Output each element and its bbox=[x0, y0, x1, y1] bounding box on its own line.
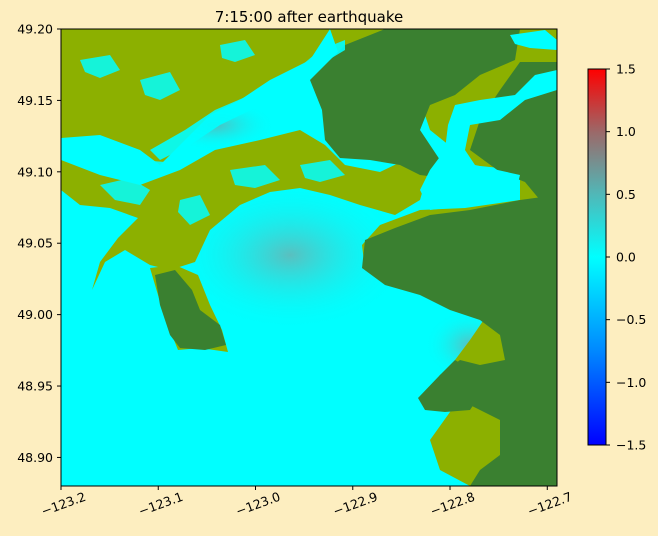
y-tick-label: 49.10 bbox=[17, 164, 53, 179]
colorbar-tick-label: 0.0 bbox=[616, 250, 636, 265]
y-tick-label: 49.00 bbox=[17, 307, 53, 322]
x-tick-label: −123.0 bbox=[234, 489, 283, 519]
colorbar-tick-label: 0.5 bbox=[616, 187, 636, 202]
x-axis: −123.2 −123.1 −123.0 −122.9 −122.8 −122.7 bbox=[39, 486, 574, 519]
y-tick-label: 49.20 bbox=[17, 22, 53, 37]
elevated-water-bay bbox=[170, 180, 410, 330]
colorbar-tick-label: −0.5 bbox=[616, 312, 646, 327]
colorbar-tick-label: −1.0 bbox=[616, 375, 646, 390]
water-fraser-river bbox=[150, 40, 345, 160]
y-axis: 49.20 49.15 49.10 49.05 49.00 48.95 48.90 bbox=[17, 22, 61, 465]
y-tick-label: 48.95 bbox=[17, 379, 53, 394]
land-highland-east bbox=[362, 195, 557, 486]
land-lowland-north bbox=[61, 29, 330, 165]
y-tick-label: 49.05 bbox=[17, 236, 53, 251]
land-highland-north bbox=[310, 29, 520, 180]
x-tick-label: −123.2 bbox=[39, 489, 88, 519]
land-highland-tsawwassen bbox=[155, 270, 226, 350]
colorbar-tick-label: 1.5 bbox=[616, 62, 636, 77]
chart-title: 7:15:00 after earthquake bbox=[215, 8, 403, 26]
water-inlet-east bbox=[420, 70, 557, 210]
water-river-arm bbox=[61, 140, 165, 172]
colorbar-tick-label: −1.5 bbox=[616, 438, 646, 453]
colorbar-tick-label: 1.0 bbox=[616, 124, 636, 139]
y-tick-label: 49.15 bbox=[17, 93, 53, 108]
x-tick-label: −122.8 bbox=[428, 489, 477, 519]
water-pond-northeast bbox=[510, 30, 557, 50]
x-tick-label: −122.9 bbox=[331, 489, 380, 519]
land-highland-northeast bbox=[470, 62, 557, 215]
colorbar-gradient bbox=[588, 69, 606, 445]
land-highland-south bbox=[418, 360, 480, 412]
x-tick-label: −123.1 bbox=[136, 489, 185, 519]
water-ponds-lowland bbox=[80, 40, 345, 225]
y-tick-label: 48.90 bbox=[17, 450, 53, 465]
plot-frame bbox=[60, 28, 558, 487]
x-tick-label: −122.7 bbox=[525, 489, 574, 519]
heatmap-area bbox=[61, 29, 557, 486]
colorbar: 1.5 1.0 0.5 0.0 −0.5 −1.0 −1.5 bbox=[587, 62, 646, 453]
